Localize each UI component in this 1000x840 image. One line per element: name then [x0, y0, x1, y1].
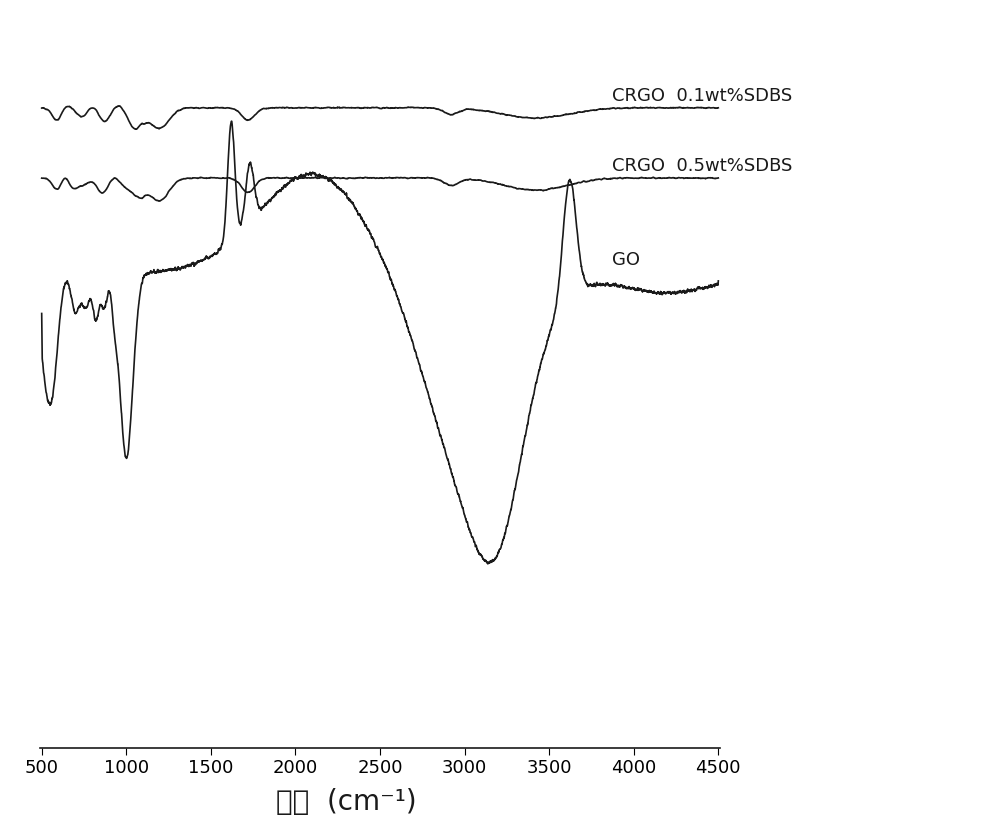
Text: CRGO  0.5wt%SDBS: CRGO 0.5wt%SDBS — [612, 157, 792, 175]
Text: CRGO  0.1wt%SDBS: CRGO 0.1wt%SDBS — [612, 87, 792, 105]
Text: 波长  (cm⁻¹): 波长 (cm⁻¹) — [276, 788, 416, 816]
Text: GO: GO — [612, 251, 640, 270]
